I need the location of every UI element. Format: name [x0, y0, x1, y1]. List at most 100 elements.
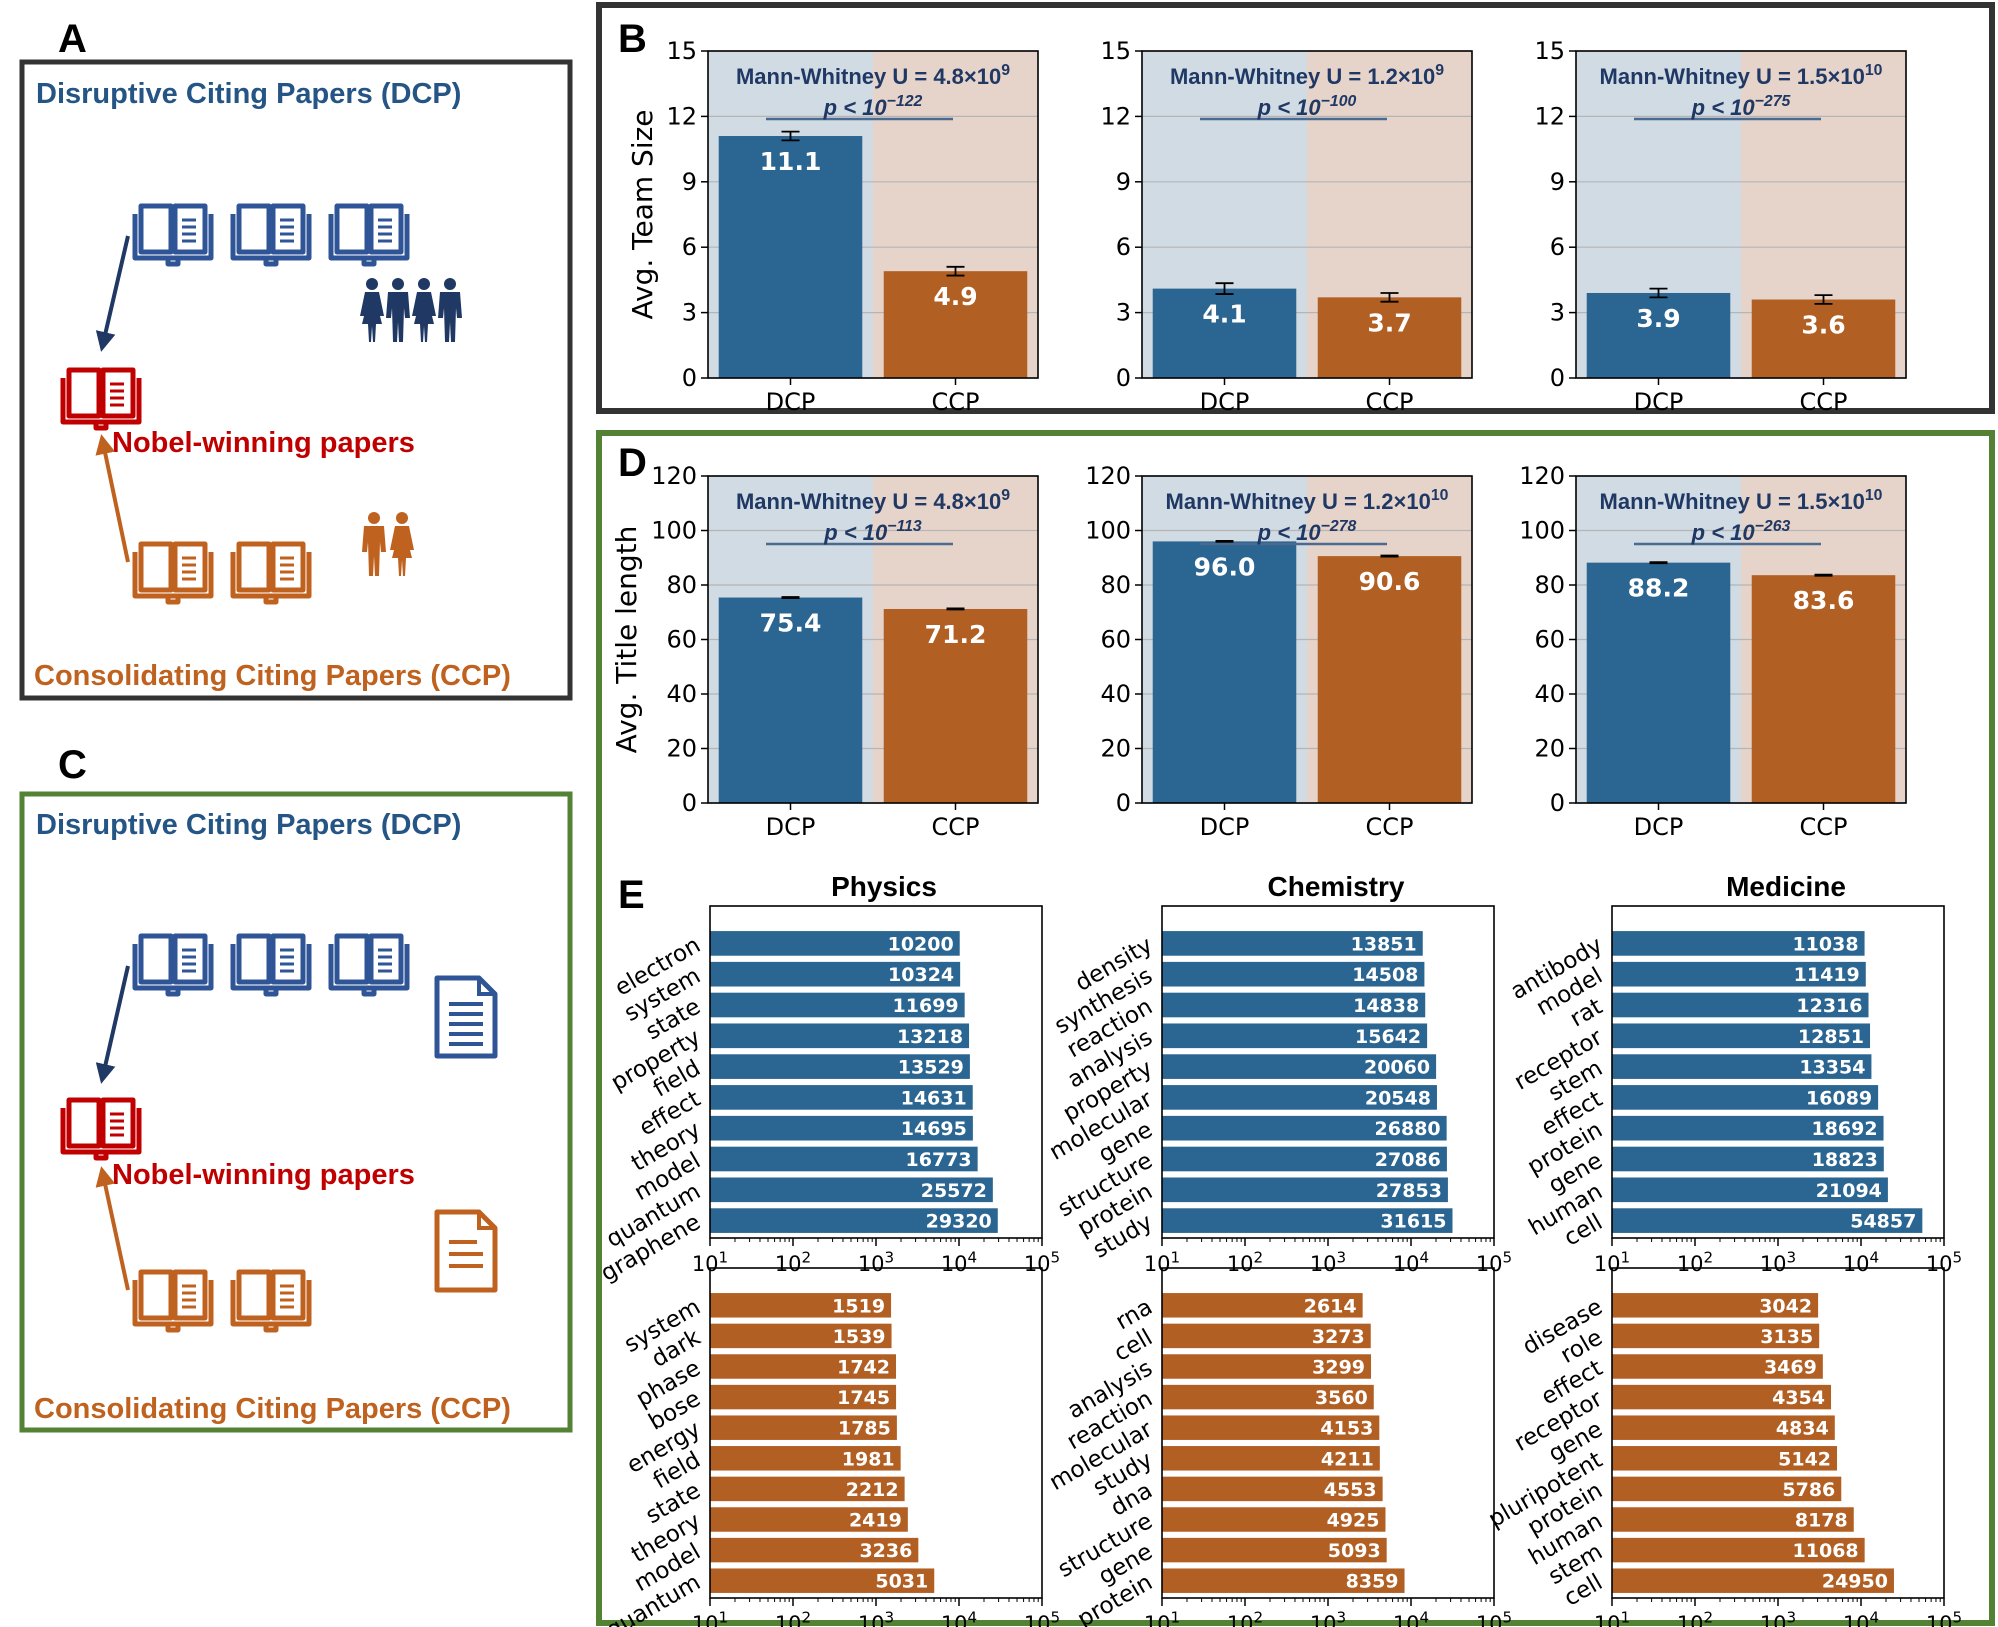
x-tick-label: 104 [941, 1249, 977, 1276]
term-count-label: 14631 [901, 1087, 967, 1109]
dcp-term-bar [710, 1023, 970, 1049]
panel-a-letter: A [58, 17, 87, 61]
y-tick-label: 15 [1100, 37, 1131, 65]
dcp-term-bar [1612, 961, 1866, 987]
people-group-icon [360, 278, 462, 342]
y-tick-label: 12 [1534, 102, 1565, 130]
term-count-label: 27086 [1375, 1149, 1441, 1171]
panel-a-ccp-title: Consolidating Citing Papers (CCP) [34, 660, 511, 692]
x-tick-label: 103 [1760, 1249, 1796, 1276]
panel-b-letter: B [618, 17, 647, 61]
y-tick-label: 80 [1534, 571, 1565, 599]
axes-frame [1575, 50, 1907, 379]
x-tick-label: 104 [1843, 1249, 1879, 1276]
term-count-label: 16773 [906, 1149, 972, 1171]
term-count-label: 10324 [888, 964, 954, 986]
term-count-label: 2614 [1304, 1295, 1357, 1317]
bar-value-label: 4.1 [1202, 300, 1246, 329]
term-count-label: 14838 [1353, 995, 1419, 1017]
dcp-term-bar [1612, 1177, 1888, 1203]
open-book-icon [135, 544, 211, 602]
y-tick-label: 60 [1100, 626, 1131, 654]
ccp-term-bar [1162, 1446, 1380, 1471]
dcp-term-bar [710, 1208, 998, 1233]
term-count-label: 3299 [1312, 1357, 1365, 1379]
bar-value-label: 88.2 [1628, 574, 1690, 603]
y-tick-label: 6 [1550, 233, 1565, 261]
ccp-term-bar [1162, 1507, 1386, 1532]
term-count-label: 11699 [893, 995, 959, 1017]
x-tick-label: 105 [1024, 1249, 1060, 1276]
ccp-term-bar [1612, 1507, 1854, 1532]
term-count-label: 3042 [1759, 1295, 1812, 1317]
charts-layer: Avg. Team Size 0 3 6 9 12 15 11.1 DCP 4.9 CCP Mann-… [597, 37, 1963, 1627]
bar-value-label: 3.9 [1636, 304, 1680, 333]
ccp-term-bar [1162, 1415, 1380, 1440]
axes-frame [707, 50, 1039, 379]
term-count-label: 11419 [1794, 964, 1860, 986]
term-count-label: 3135 [1760, 1326, 1813, 1348]
x-tick-label: 102 [775, 1249, 811, 1276]
x-tick-label: DCP [1634, 813, 1684, 841]
y-axis-label: Avg. Team Size [626, 109, 659, 319]
y-tick-label: 0 [1550, 364, 1565, 392]
p-value-label: p < 10−263 [1691, 518, 1791, 545]
term-count-label: 3560 [1315, 1387, 1368, 1409]
term-count-label: 25572 [921, 1180, 987, 1202]
x-tick-label: 102 [775, 1609, 811, 1627]
y-tick-label: 15 [666, 37, 697, 65]
ccp-term-bar [710, 1354, 897, 1379]
x-tick-label: 101 [1144, 1609, 1180, 1627]
dcp-term-bar [710, 961, 961, 987]
x-tick-label: 102 [1677, 1609, 1713, 1627]
y-tick-label: 6 [682, 233, 697, 261]
dcp-term-bar [1162, 1085, 1437, 1110]
term-count-label: 11038 [1792, 933, 1858, 955]
dcp-term-bar [1612, 1115, 1884, 1141]
panel-c-frame [19, 791, 573, 1433]
term-count-label: 1519 [832, 1295, 885, 1317]
ccp-arrow [95, 434, 130, 563]
term-count-label: 14695 [901, 1118, 967, 1140]
term-count-label: 5786 [1782, 1479, 1835, 1501]
field-title: Chemistry [1268, 871, 1405, 902]
term-count-label: 15642 [1355, 1026, 1421, 1048]
dcp-term-bar [710, 1115, 973, 1141]
term-count-label: 20548 [1365, 1087, 1431, 1109]
bar-value-label: 3.6 [1801, 311, 1845, 340]
x-tick-label: 105 [1024, 1609, 1060, 1627]
x-tick-label: 105 [1926, 1249, 1962, 1276]
y-axis-label: Avg. Title length [610, 526, 643, 754]
y-tick-label: 3 [1116, 299, 1131, 327]
open-book-icon [233, 1272, 309, 1330]
term-count-label: 20060 [1364, 1057, 1430, 1079]
bar-value-label: 90.6 [1359, 567, 1421, 596]
dcp-arrow [95, 235, 130, 352]
mann-whitney-label: Mann-Whitney U = 1.5×1010 [1600, 487, 1883, 514]
y-tick-label: 100 [1085, 517, 1131, 545]
term-count-label: 1981 [842, 1448, 895, 1470]
term-count-label: 5142 [1778, 1448, 1831, 1470]
term-count-label: 8359 [1346, 1571, 1399, 1593]
nobel-book-icon [63, 1100, 139, 1158]
dcp-term-bar [1612, 1085, 1879, 1110]
x-tick-label: CCP [1366, 388, 1414, 416]
term-count-label: 10200 [888, 933, 954, 955]
ccp-term-bar [710, 1476, 905, 1502]
term-count-label: 1742 [837, 1357, 890, 1379]
ccp-bar [1317, 297, 1462, 378]
open-book-icon [233, 544, 309, 602]
ccp-term-bar [1612, 1293, 1819, 1318]
term-count-label: 26880 [1375, 1118, 1441, 1140]
y-tick-label: 0 [682, 364, 697, 392]
ccp-term-bar [710, 1507, 908, 1532]
dcp-term-bar [1162, 1023, 1428, 1049]
y-tick-label: 100 [651, 517, 697, 545]
y-tick-label: 120 [651, 462, 697, 490]
x-tick-label: DCP [1634, 388, 1684, 416]
term-count-label: 8178 [1795, 1510, 1848, 1532]
x-tick-label: 103 [1760, 1609, 1796, 1627]
mann-whitney-label: Mann-Whitney U = 1.5×1010 [1600, 62, 1883, 89]
ccp-term-bar [1162, 1293, 1363, 1318]
ccp-term-bar [1612, 1537, 1865, 1563]
